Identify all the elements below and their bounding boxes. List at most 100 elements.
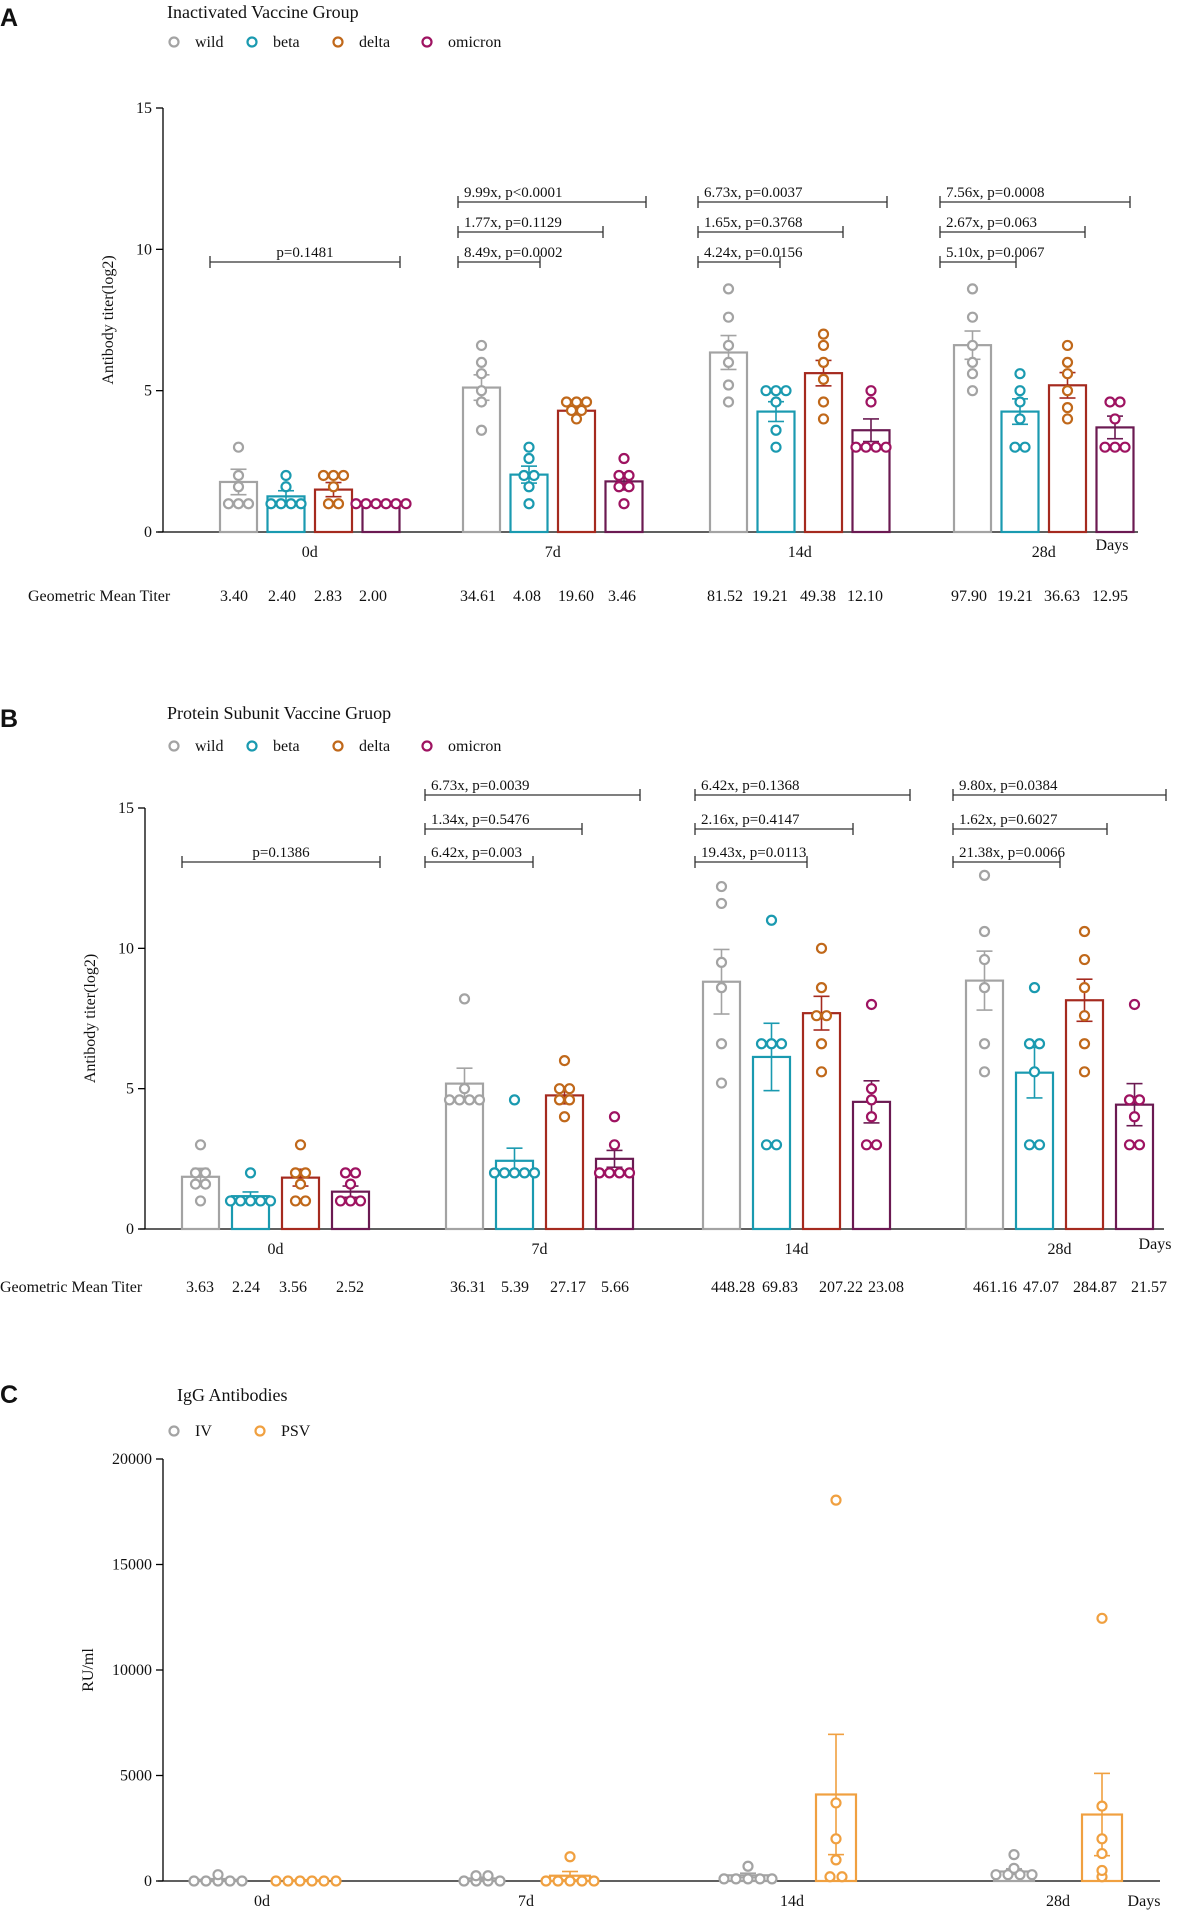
gmt-value: 69.83 [762, 1279, 798, 1296]
gmt-value: 19.21 [997, 588, 1033, 605]
data-point-omicron [613, 481, 625, 493]
data-point-wild [475, 368, 488, 380]
data-point-PSV [1096, 1847, 1108, 1860]
legend-marker-omicron [421, 740, 433, 752]
data-point-PSV [1096, 1612, 1108, 1624]
data-point-beta [1014, 413, 1026, 425]
data-point-delta [1078, 1066, 1091, 1078]
data-point-delta [299, 1167, 312, 1179]
legend-label-omicron: omicron [448, 34, 501, 51]
data-point-beta [765, 1038, 778, 1050]
comparison-label: 6.73x, p=0.0039 [431, 778, 529, 794]
gmt-value: 4.08 [513, 588, 541, 605]
gmt-value: 3.56 [279, 1279, 307, 1296]
bar-delta-28d [1064, 999, 1105, 1231]
data-point-PSV [830, 1833, 842, 1845]
legend-label-wild: wild [195, 34, 223, 51]
data-point-omicron [1119, 441, 1131, 453]
data-point-IV [212, 1869, 224, 1881]
data-point-beta [1033, 1139, 1046, 1151]
legend-label-IV: IV [195, 1423, 212, 1440]
x-tick-label: 14d [780, 1893, 804, 1910]
data-point-delta [817, 356, 830, 368]
y-tick-label: 15000 [112, 1557, 152, 1574]
data-point-beta [280, 481, 292, 493]
data-point-beta [244, 1195, 257, 1207]
data-point-wild [475, 385, 488, 397]
data-point-wild [715, 956, 728, 968]
legend-label-beta: beta [273, 738, 300, 755]
gmt-value: 19.21 [752, 588, 788, 605]
data-point-delta [558, 1111, 571, 1123]
data-point-beta [518, 1167, 531, 1179]
data-point-delta [289, 1167, 302, 1179]
data-point-IV [1008, 1849, 1020, 1861]
x-tick-label: 28d [1032, 544, 1056, 561]
data-point-omicron [339, 1167, 352, 1179]
data-point-beta [770, 385, 782, 397]
y-tick-label: 10000 [112, 1662, 152, 1679]
data-point-IV [494, 1875, 506, 1887]
x-axis-title: Days [1096, 537, 1129, 554]
gmt-value: 207.22 [819, 1279, 863, 1296]
gmt-value: 23.08 [868, 1279, 904, 1296]
comparison-label: p=0.1386 [252, 845, 310, 861]
comparison-label: 4.24x, p=0.0156 [704, 245, 803, 261]
legend-label-omicron: omicron [448, 738, 501, 755]
data-point-IV [754, 1873, 766, 1885]
x-tick-label: 7d [518, 1893, 534, 1910]
data-point-omicron [344, 1195, 357, 1207]
data-point-delta [815, 1066, 828, 1078]
comparison-label: 6.42x, p=0.003 [431, 845, 522, 861]
data-point-delta [337, 469, 350, 482]
data-point-PSV [830, 1494, 842, 1506]
gmt-value: 2.24 [232, 1279, 260, 1296]
data-point-omicron [613, 1167, 626, 1179]
data-point-omicron [618, 452, 630, 465]
data-point-wild [475, 424, 488, 436]
y-tick-label: 5 [144, 383, 152, 400]
data-point-beta [280, 469, 292, 482]
data-point-delta [810, 1010, 823, 1022]
data-point-PSV [552, 1875, 564, 1887]
gmt-value: 3.46 [608, 588, 636, 605]
data-point-beta [488, 1167, 501, 1179]
data-point-IV [482, 1870, 494, 1882]
legend-marker-beta [246, 740, 258, 752]
x-tick-label: 0d [268, 1241, 284, 1258]
bar-beta-28d [1000, 410, 1040, 534]
data-point-delta [563, 1083, 576, 1095]
data-point-delta [294, 1178, 307, 1190]
data-point-delta [1078, 953, 1091, 966]
y-tick-label: 10 [118, 940, 134, 957]
legend-marker-wild [168, 36, 180, 48]
x-tick-label: 7d [532, 1241, 548, 1258]
gmt-value: 5.39 [501, 1279, 529, 1296]
data-point-PSV [1096, 1833, 1108, 1845]
legend-label-beta: beta [273, 34, 300, 51]
data-point-PSV [330, 1875, 342, 1887]
data-point-PSV [270, 1875, 282, 1887]
comparison-label: 1.62x, p=0.6027 [959, 812, 1058, 828]
data-point-IV [990, 1869, 1002, 1881]
data-point-PSV [1096, 1800, 1108, 1812]
bar-wild-7d [461, 386, 502, 534]
data-point-beta [528, 469, 540, 482]
data-point-delta [817, 339, 830, 352]
data-point-omicron [603, 1167, 616, 1179]
data-point-beta [765, 914, 778, 926]
data-point-omicron [380, 498, 392, 510]
gmt-value: 12.10 [847, 588, 883, 605]
data-point-omicron [865, 396, 877, 408]
data-point-beta [234, 1195, 247, 1207]
data-point-wild [475, 339, 488, 352]
data-point-wild [978, 869, 991, 881]
data-point-wild [715, 897, 728, 910]
data-point-delta [1078, 982, 1091, 994]
legend-label-PSV: PSV [281, 1423, 311, 1440]
comparison-bracket: 5.10x, p=0.0067 [939, 245, 1045, 268]
data-point-omicron [860, 441, 872, 453]
gmt-value: 49.38 [800, 588, 836, 605]
data-point-IV [188, 1875, 200, 1887]
